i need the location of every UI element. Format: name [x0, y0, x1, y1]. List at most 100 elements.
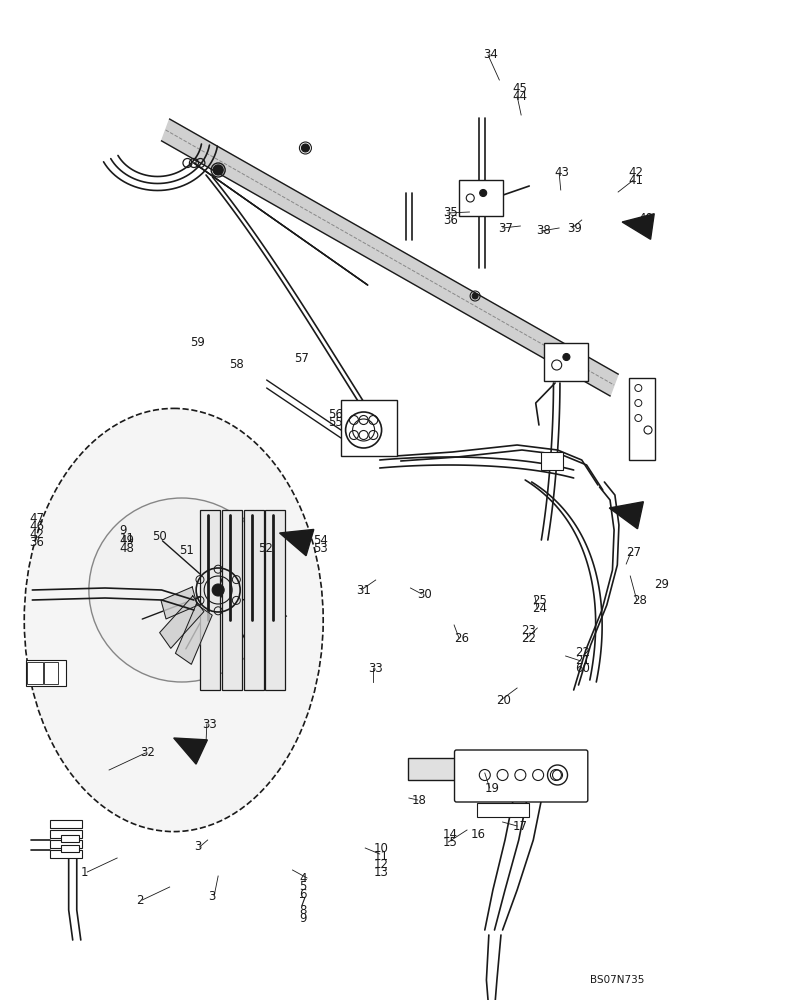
Polygon shape [280, 529, 314, 556]
Text: 27: 27 [626, 546, 642, 558]
Text: 38: 38 [537, 225, 551, 237]
Text: 29: 29 [654, 578, 670, 590]
Text: 46: 46 [29, 520, 44, 532]
Bar [265, 510, 285, 690]
Bar [50, 820, 82, 828]
Text: 54: 54 [314, 534, 328, 546]
Text: 44: 44 [512, 90, 528, 103]
Text: 36: 36 [29, 536, 44, 548]
Text: 8: 8 [299, 904, 306, 916]
Text: 7: 7 [299, 896, 306, 908]
Text: 20: 20 [496, 694, 511, 706]
Text: 3: 3 [208, 890, 216, 902]
Ellipse shape [24, 408, 323, 832]
Polygon shape [162, 119, 618, 396]
Text: BS07N735: BS07N735 [590, 975, 644, 985]
Text: 2: 2 [136, 894, 143, 906]
Polygon shape [175, 604, 213, 664]
Text: 47: 47 [29, 512, 44, 524]
Polygon shape [161, 587, 197, 619]
Text: 60: 60 [575, 662, 590, 676]
Text: 3: 3 [194, 840, 201, 854]
Bar [629, 378, 654, 460]
Text: 12: 12 [373, 857, 389, 870]
Text: 21: 21 [575, 654, 591, 668]
Text: 57: 57 [294, 352, 309, 364]
Text: 6: 6 [299, 888, 306, 900]
Polygon shape [174, 738, 208, 764]
Circle shape [213, 584, 224, 596]
Text: 45: 45 [512, 82, 527, 95]
Text: 40: 40 [638, 212, 653, 225]
Bar [244, 510, 264, 690]
Text: 11: 11 [120, 532, 135, 544]
Circle shape [472, 293, 478, 299]
Text: 23: 23 [521, 624, 536, 638]
Bar [459, 180, 503, 216]
Bar [477, 803, 529, 817]
Bar [50, 850, 82, 858]
Text: 39: 39 [567, 222, 582, 234]
Text: 1: 1 [81, 865, 88, 879]
Text: 58: 58 [229, 358, 243, 370]
Text: 17: 17 [513, 820, 528, 832]
Polygon shape [622, 214, 654, 239]
Bar [50, 830, 82, 838]
Text: 9: 9 [120, 524, 127, 536]
Bar [61, 845, 78, 852]
Text: 43: 43 [554, 166, 569, 180]
Bar [341, 400, 397, 456]
Text: 25: 25 [532, 594, 547, 607]
Text: 33: 33 [368, 662, 383, 674]
Bar [541, 452, 563, 470]
Polygon shape [609, 502, 643, 529]
Text: 33: 33 [202, 718, 217, 730]
Text: 34: 34 [483, 48, 498, 62]
Text: 52: 52 [259, 542, 273, 554]
Text: 22: 22 [521, 633, 537, 646]
Text: 19: 19 [485, 782, 500, 794]
Text: 18: 18 [412, 794, 427, 806]
FancyBboxPatch shape [455, 750, 587, 802]
Bar [27, 662, 44, 684]
Text: 31: 31 [356, 584, 371, 596]
Text: 59: 59 [190, 336, 204, 349]
Text: 41: 41 [629, 174, 644, 186]
Text: 11: 11 [373, 850, 389, 862]
Text: 55: 55 [328, 416, 343, 428]
Circle shape [213, 165, 223, 175]
Text: 37: 37 [498, 222, 512, 234]
Text: 42: 42 [29, 528, 44, 540]
Text: 16: 16 [471, 828, 486, 840]
Bar [222, 510, 242, 690]
Text: 10: 10 [373, 842, 388, 854]
Bar [44, 662, 57, 684]
Text: 48: 48 [120, 542, 134, 554]
Text: 50: 50 [152, 530, 166, 542]
Bar [544, 343, 587, 381]
Text: 28: 28 [632, 593, 646, 606]
Text: 24: 24 [532, 602, 548, 615]
Polygon shape [160, 596, 204, 648]
Text: 56: 56 [328, 408, 343, 420]
Text: 13: 13 [373, 865, 388, 879]
Text: 42: 42 [629, 165, 644, 178]
Text: 35: 35 [443, 207, 457, 220]
Text: 51: 51 [179, 544, 194, 556]
Text: 15: 15 [443, 836, 457, 848]
Text: 14: 14 [443, 828, 458, 840]
Text: 9: 9 [299, 912, 306, 924]
Bar [408, 758, 457, 780]
Text: 4: 4 [299, 871, 306, 884]
Text: 36: 36 [443, 215, 457, 228]
Circle shape [563, 354, 570, 360]
Text: 26: 26 [454, 632, 469, 645]
Text: 32: 32 [141, 746, 155, 760]
Text: 22: 22 [575, 647, 591, 660]
Bar [61, 835, 78, 842]
Text: 53: 53 [314, 542, 328, 554]
Bar [50, 840, 82, 848]
Text: 30: 30 [417, 587, 431, 600]
Text: 5: 5 [299, 880, 306, 892]
Bar [26, 660, 66, 686]
